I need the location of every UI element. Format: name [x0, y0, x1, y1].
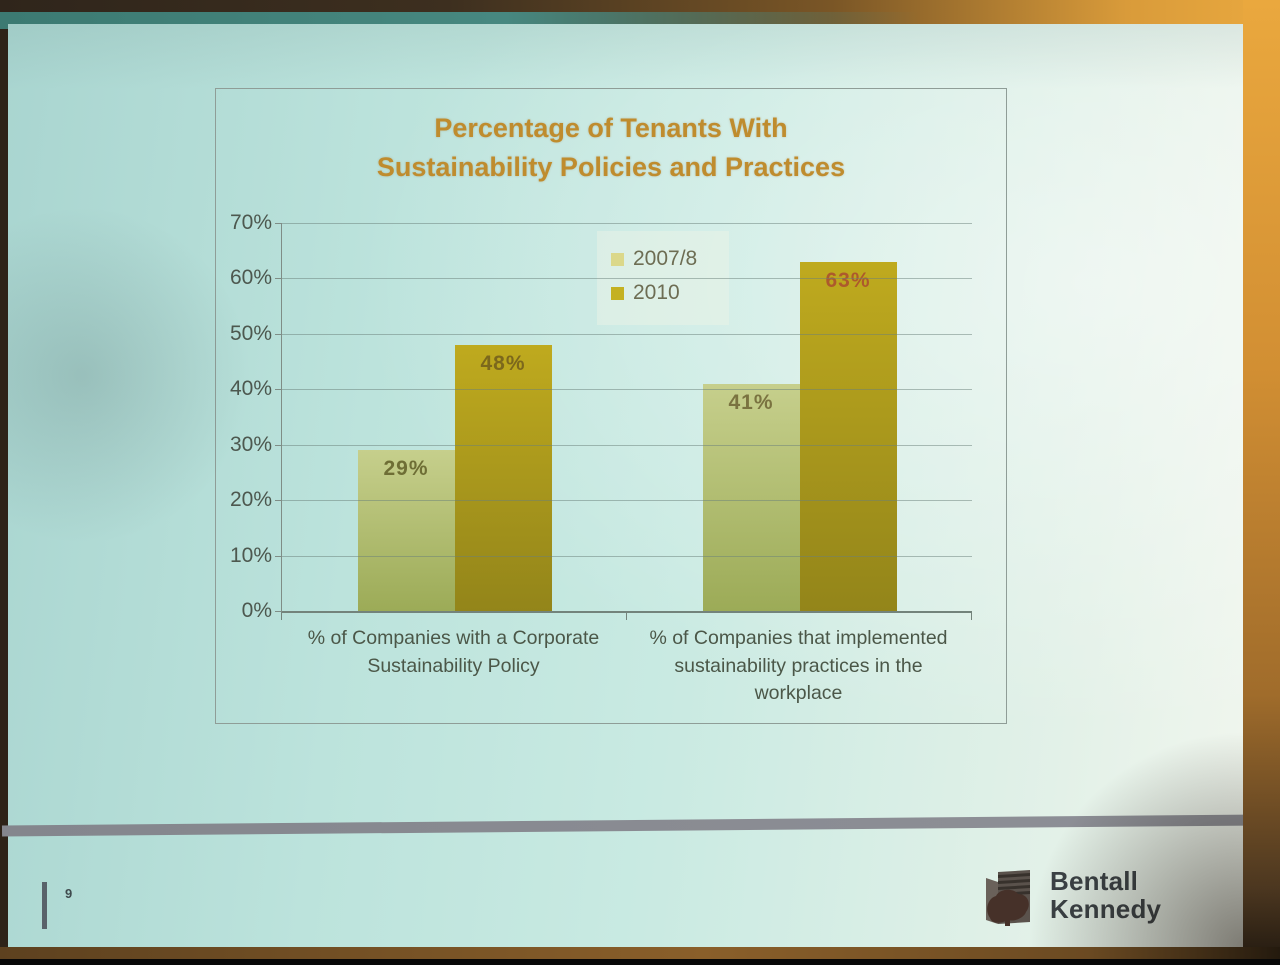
y-axis-tick-label: 70% [229, 211, 272, 234]
y-axis-tick-label: 30% [229, 432, 272, 456]
x-axis-tick [971, 613, 972, 620]
bar-group: 29% 48% [282, 223, 627, 611]
logo-text-line1: Bentall [1050, 866, 1139, 897]
company-logo: Bentall Kennedy [980, 858, 1161, 933]
gridline [282, 555, 972, 557]
y-axis-tick-label: 0% [241, 598, 272, 622]
photo-bottom-edge [0, 947, 1280, 960]
y-axis-tick [275, 333, 282, 335]
building-icon [980, 858, 1036, 933]
y-axis-tick [275, 389, 282, 391]
legend-label: 2007/8 [633, 247, 698, 270]
footer-accent-bar [42, 882, 47, 929]
legend-label: 2010 [633, 281, 680, 304]
y-axis-tick-label: 10% [229, 543, 272, 567]
x-axis-tick [626, 613, 627, 620]
x-axis-labels: % of Companies with a Corporate Sustaina… [281, 625, 971, 708]
bar-value-label: 63% [825, 268, 871, 292]
category-label: % of Companies with a Corporate Sustaina… [307, 627, 600, 677]
y-axis-tick [275, 555, 282, 557]
chart-frame: Percentage of Tenants With Sustainabilit… [215, 88, 1007, 724]
bar-2007-8: 41% [702, 383, 800, 611]
x-axis-tick [281, 613, 282, 620]
bar-2007-8: 29% [357, 450, 455, 611]
gridline [282, 278, 972, 280]
photo-right-edge [1243, 0, 1280, 965]
photo-bottom-black-edge [0, 959, 1280, 965]
y-axis-tick-label: 40% [229, 377, 272, 401]
page-number: 9 [65, 886, 73, 901]
gridline [282, 333, 972, 335]
bar-value-label: 48% [480, 351, 526, 375]
bar-value-label: 41% [728, 390, 774, 414]
footer-divider-band [1, 814, 1263, 837]
gridline [282, 389, 972, 391]
legend-item: 2007/8 [611, 247, 729, 271]
gridline [282, 444, 972, 446]
y-axis-tick [275, 278, 282, 280]
gridline [282, 223, 972, 224]
slide: Percentage of Tenants With Sustainabilit… [1, 24, 1263, 948]
chart-title: Percentage of Tenants With Sustainabilit… [216, 109, 1006, 187]
legend-swatch [611, 286, 624, 300]
logo-text-line2: Kennedy [1050, 893, 1162, 924]
y-axis: 70% 60% 50% 40% 30% 20% 10% 0% [216, 211, 272, 623]
bar-value-label: 29% [383, 457, 429, 481]
bar-2010: 48% [454, 344, 552, 611]
y-axis-tick-label: 20% [229, 488, 272, 512]
logo-text: Bentall Kennedy [1050, 868, 1161, 922]
legend-swatch [611, 252, 624, 266]
y-axis-tick [275, 611, 282, 612]
y-axis-tick-label: 60% [229, 266, 272, 290]
plot-area: 29% 48% 41% 63% 2007/8 2010 [275, 223, 972, 620]
bar-2010: 63% [799, 261, 897, 611]
y-axis-tick-label: 50% [229, 321, 272, 345]
y-axis-tick [275, 223, 282, 224]
chart-title-line2: Sustainability Policies and Practices [376, 152, 846, 183]
y-axis-tick [275, 444, 282, 446]
category-label: % of Companies that implemented sustaina… [649, 627, 948, 705]
y-axis-tick [275, 500, 282, 502]
chart-title-line1: Percentage of Tenants With [434, 113, 788, 143]
legend-item: 2010 [611, 281, 729, 305]
gridline [282, 500, 972, 502]
